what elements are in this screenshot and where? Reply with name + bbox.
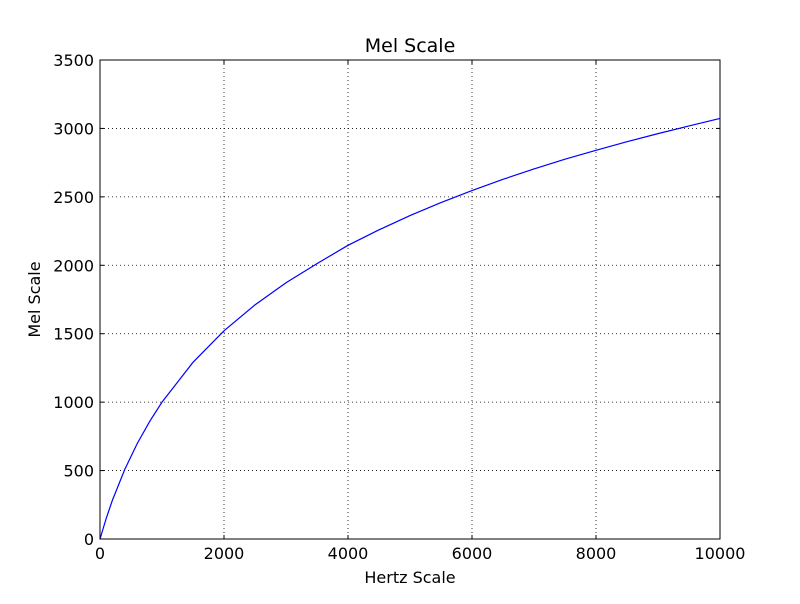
x-axis-label: Hertz Scale [364, 568, 455, 587]
x-tick-label: 2000 [204, 544, 245, 563]
x-tick-label: 8000 [576, 544, 617, 563]
x-tick-label: 6000 [452, 544, 493, 563]
y-tick-label: 3000 [53, 119, 94, 138]
y-tick-label: 2000 [53, 256, 94, 275]
series-layer [99, 117, 721, 540]
y-tick-label: 1000 [53, 393, 94, 412]
y-tick-label: 1500 [53, 325, 94, 344]
grid [100, 60, 720, 539]
plot-frame [99, 59, 721, 540]
mel-curve-line [99, 117, 721, 540]
chart-title: Mel Scale [365, 35, 456, 57]
y-tick-label: 2500 [53, 188, 94, 207]
x-tick-label: 10000 [695, 544, 746, 563]
ticks: 0 2000 4000 6000 8000 10000 0 500 1000 1500 2000 25… [53, 51, 745, 563]
y-axis-label: Mel Scale [25, 261, 44, 337]
y-tick-label: 3500 [53, 51, 94, 70]
x-tick-label: 4000 [328, 544, 369, 563]
x-tick-label: 0 [95, 544, 105, 563]
y-tick-label: 500 [63, 462, 94, 481]
y-tick-label: 0 [84, 530, 94, 549]
